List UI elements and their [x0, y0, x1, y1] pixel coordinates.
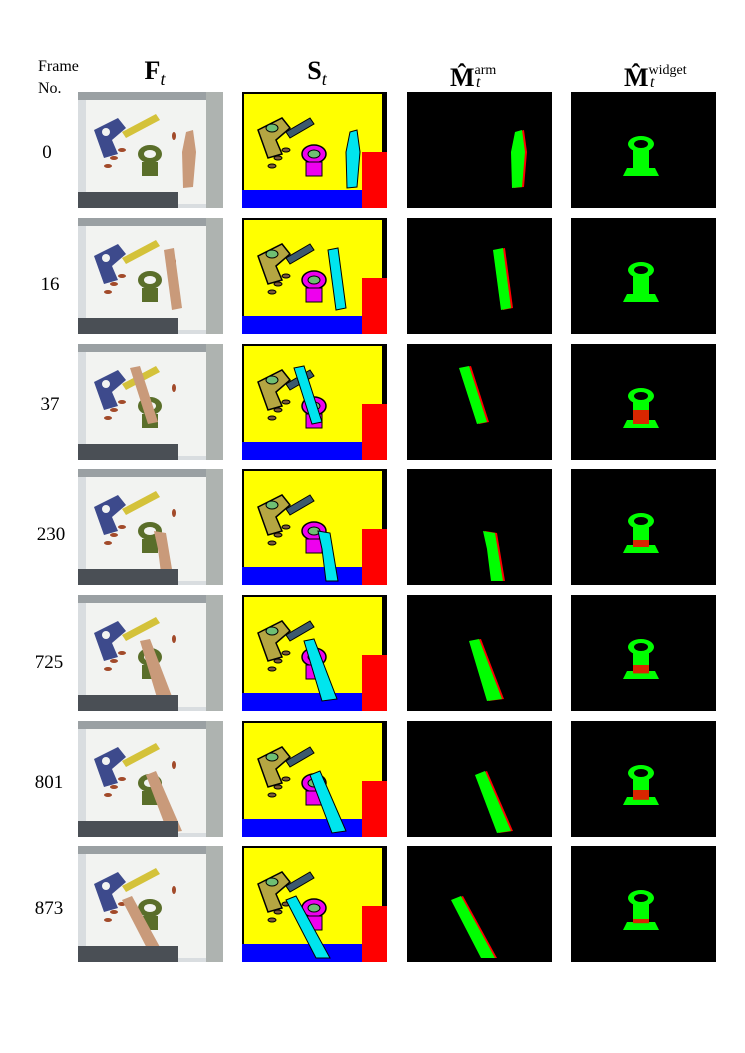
segmentation-image — [242, 344, 387, 460]
column-header-frames: Ft — [130, 56, 180, 89]
arm-mask-image — [407, 92, 552, 208]
segmentation-image — [242, 92, 387, 208]
arm-mask-image — [407, 344, 552, 460]
frame-header-line1: Frame — [38, 58, 79, 75]
frame-image — [78, 469, 223, 585]
column-header-arm-mask: M̂arm t — [450, 56, 530, 93]
frame-symbol: F — [144, 56, 161, 85]
widget-mask-image — [571, 344, 716, 460]
widget-mask-sup: widget — [648, 63, 687, 78]
widget-mask-image — [571, 595, 716, 711]
frame-image — [78, 846, 223, 962]
segmentation-image — [242, 469, 387, 585]
arm-mask-image — [407, 721, 552, 837]
arm-mask-symbol: M̂ — [450, 63, 475, 92]
segmentation-image — [242, 846, 387, 962]
arm-mask-image — [407, 218, 552, 334]
frame-header-line2: No. — [38, 80, 62, 97]
frame-image — [78, 344, 223, 460]
seg-symbol-sub: t — [321, 69, 327, 89]
frame-image — [78, 92, 223, 208]
frame-image — [78, 218, 223, 334]
seg-symbol: S — [307, 56, 322, 85]
row-label-frame: 230 — [36, 524, 66, 545]
row-label-frame: 16 — [40, 274, 60, 295]
row-label-frame: 37 — [40, 394, 60, 415]
widget-mask-symbol: M̂ — [624, 63, 649, 92]
widget-mask-image — [571, 92, 716, 208]
segmentation-image — [242, 721, 387, 837]
widget-mask-image — [571, 721, 716, 837]
arm-mask-image — [407, 595, 552, 711]
segmentation-image — [242, 595, 387, 711]
arm-mask-sub: t — [476, 74, 481, 91]
arm-mask-image — [407, 846, 552, 962]
segmentation-image — [242, 218, 387, 334]
row-label-frame: 873 — [34, 898, 64, 919]
row-label-frame: 725 — [34, 652, 64, 673]
frame-image — [78, 721, 223, 837]
widget-mask-image — [571, 469, 716, 585]
row-label-frame: 0 — [42, 142, 52, 163]
column-header-widget-mask: M̂widget t — [624, 56, 724, 93]
arm-mask-sup: arm — [474, 63, 497, 78]
widget-mask-image — [571, 846, 716, 962]
frame-number-header: Frame No. — [38, 56, 79, 100]
widget-mask-sub: t — [650, 74, 655, 91]
widget-mask-image — [571, 218, 716, 334]
column-header-segmentation: St — [292, 56, 342, 89]
frame-image — [78, 595, 223, 711]
arm-mask-image — [407, 469, 552, 585]
row-label-frame: 801 — [34, 772, 64, 793]
frame-symbol-sub: t — [160, 69, 166, 89]
